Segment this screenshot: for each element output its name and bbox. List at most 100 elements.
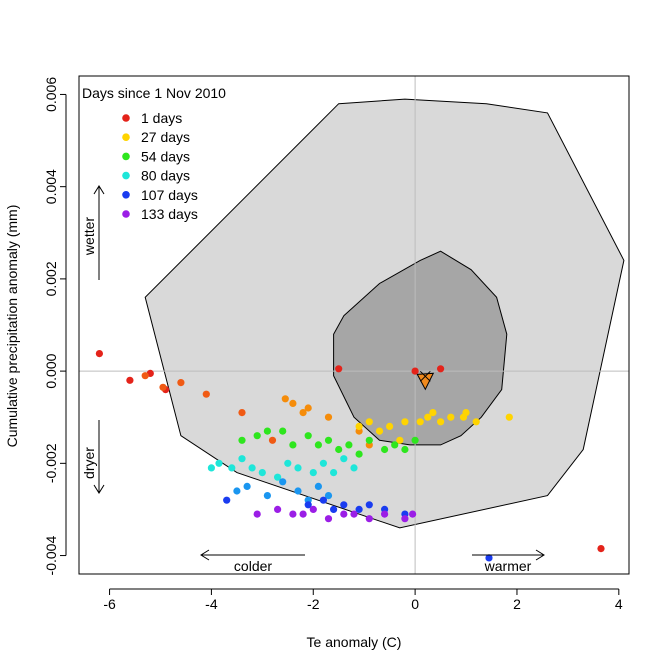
data-point bbox=[409, 510, 417, 518]
x-tick-label: -2 bbox=[307, 596, 320, 612]
data-point bbox=[485, 554, 493, 562]
data-point bbox=[299, 409, 307, 417]
y-tick-label: -0.004 bbox=[43, 536, 59, 576]
data-point bbox=[472, 418, 480, 426]
data-point bbox=[401, 445, 409, 454]
data-point bbox=[233, 487, 241, 495]
legend-swatch bbox=[122, 152, 130, 161]
data-point bbox=[223, 496, 231, 504]
data-point bbox=[365, 501, 373, 509]
x-tick-label: 2 bbox=[513, 596, 521, 612]
data-point bbox=[411, 436, 419, 444]
current-marker-cross bbox=[419, 370, 431, 382]
y-tick-label: -0.002 bbox=[43, 443, 59, 483]
legend-swatch bbox=[122, 114, 130, 122]
legend-label: 27 days bbox=[141, 129, 190, 145]
current-marker bbox=[416, 370, 435, 391]
dryer-annotation: dryer bbox=[81, 420, 105, 494]
data-point bbox=[319, 496, 327, 504]
data-point bbox=[126, 376, 134, 384]
data-point bbox=[258, 469, 266, 477]
data-point bbox=[274, 473, 282, 481]
data-point bbox=[365, 515, 373, 523]
data-point bbox=[324, 436, 333, 444]
data-point bbox=[279, 427, 287, 435]
data-point bbox=[324, 413, 333, 421]
data-point bbox=[248, 464, 256, 472]
y-axis-label: Cumulative precipitation anomaly (mm) bbox=[4, 205, 20, 448]
data-point bbox=[355, 422, 363, 430]
data-point bbox=[238, 436, 246, 444]
data-point bbox=[340, 510, 348, 518]
data-point bbox=[314, 441, 322, 449]
data-points bbox=[95, 350, 605, 562]
legend-swatch bbox=[122, 210, 130, 218]
data-point bbox=[253, 510, 261, 518]
data-point bbox=[238, 455, 246, 463]
x-tick-label: 4 bbox=[615, 596, 623, 612]
legend-label: 107 days bbox=[141, 187, 198, 203]
data-point bbox=[350, 464, 358, 472]
legend-swatch bbox=[122, 133, 130, 141]
data-point bbox=[309, 505, 317, 513]
legend-swatch bbox=[122, 191, 130, 199]
data-point bbox=[330, 469, 338, 477]
data-point bbox=[505, 413, 513, 421]
data-point bbox=[350, 510, 358, 518]
x-tick-label: 0 bbox=[411, 596, 419, 612]
data-point bbox=[386, 422, 394, 430]
data-point bbox=[299, 510, 307, 518]
data-point bbox=[391, 441, 399, 449]
data-point bbox=[95, 350, 103, 358]
colder-annotation: colder bbox=[200, 549, 305, 574]
legend-label: 80 days bbox=[141, 168, 190, 184]
data-point bbox=[597, 545, 605, 553]
data-point bbox=[207, 464, 215, 472]
data-point bbox=[202, 390, 210, 398]
y-tick-label: 0.000 bbox=[43, 353, 59, 388]
legend-label: 133 days bbox=[141, 206, 198, 222]
legend: Days since 1 Nov 2010 1 days 27 days 54 da… bbox=[82, 85, 226, 222]
data-point bbox=[416, 418, 424, 426]
data-point bbox=[289, 441, 297, 449]
warmer-arrow-head bbox=[535, 549, 545, 561]
wetter-label: wetter bbox=[81, 217, 97, 256]
x-tick-label: -6 bbox=[103, 596, 116, 612]
data-point bbox=[330, 505, 338, 513]
data-point bbox=[429, 409, 437, 417]
data-point bbox=[263, 427, 271, 435]
data-point bbox=[284, 459, 292, 467]
data-point bbox=[141, 372, 149, 380]
y-tick-label: 0.006 bbox=[43, 77, 59, 112]
data-point bbox=[401, 515, 409, 523]
dryer-label: dryer bbox=[81, 447, 97, 479]
data-point bbox=[304, 501, 312, 509]
data-point bbox=[381, 445, 389, 454]
data-point bbox=[279, 478, 287, 486]
colder-label: colder bbox=[234, 558, 272, 574]
colder-arrow-head bbox=[200, 549, 210, 561]
legend-entries: 1 days 27 days 54 days 80 days 107 days 133 d… bbox=[122, 110, 198, 222]
warmer-label: warmer bbox=[484, 558, 532, 574]
data-point bbox=[294, 464, 302, 472]
data-point bbox=[263, 492, 271, 500]
y-axis: -0.004 -0.002 0.000 0.002 0.004 0.006 bbox=[43, 77, 67, 576]
data-point bbox=[345, 441, 353, 449]
data-point bbox=[340, 455, 348, 463]
data-point bbox=[268, 436, 277, 444]
data-point bbox=[335, 445, 343, 454]
data-point bbox=[304, 404, 312, 412]
data-point bbox=[424, 413, 432, 421]
data-point bbox=[159, 383, 167, 391]
data-point bbox=[289, 510, 297, 518]
x-tick-label: -4 bbox=[205, 596, 218, 612]
data-point bbox=[314, 482, 322, 490]
data-point bbox=[281, 395, 289, 403]
data-point bbox=[447, 413, 455, 421]
data-point bbox=[304, 432, 312, 440]
data-point bbox=[437, 365, 445, 373]
data-point bbox=[324, 515, 333, 523]
data-point bbox=[381, 510, 389, 518]
inner-envelope bbox=[333, 250, 508, 446]
